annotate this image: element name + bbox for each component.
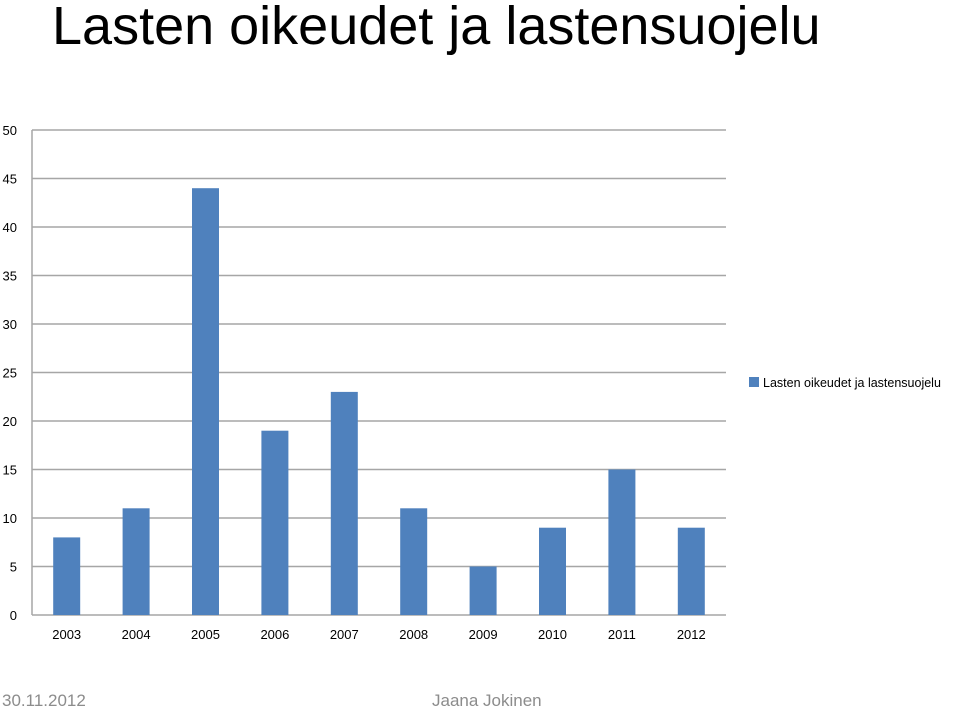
bars	[53, 188, 705, 615]
y-tick-label: 5	[10, 560, 17, 575]
x-tick-label: 2010	[538, 627, 567, 642]
x-tick-label: 2011	[608, 627, 636, 642]
x-tick-label: 2012	[677, 627, 706, 642]
y-tick-label: 10	[3, 511, 17, 526]
x-tick-label: 2007	[330, 627, 359, 642]
y-tick-label: 20	[3, 414, 17, 429]
footer-date: 30.11.2012	[2, 691, 86, 710]
bar-2006	[261, 430, 289, 615]
y-axis-tick-labels: 0 5 10 15 20 25 30 35 40 45 50	[3, 123, 17, 623]
footer-author: Jaana Jokinen	[432, 691, 542, 710]
y-tick-label: 50	[3, 123, 17, 138]
bar-2007	[330, 391, 358, 615]
y-tick-label: 40	[3, 220, 17, 235]
legend-swatch	[749, 377, 759, 387]
y-tick-label: 45	[3, 172, 17, 187]
y-tick-label: 25	[3, 366, 17, 381]
bar-2004	[122, 508, 150, 615]
x-tick-label: 2005	[191, 627, 220, 642]
x-axis-tick-labels: 2003 2004 2005 2006 2007 2008 2009 2010 2011 2012	[52, 627, 706, 642]
y-tick-label: 30	[3, 317, 17, 332]
x-tick-label: 2006	[260, 627, 289, 642]
x-tick-label: 2009	[469, 627, 498, 642]
bar-2009	[469, 566, 497, 615]
slide-title: Lasten oikeudet ja lastensuojelu	[52, 0, 821, 56]
bar-2010	[539, 527, 566, 615]
legend: Lasten oikeudet ja lastensuojelu	[749, 376, 941, 390]
y-tick-label: 0	[10, 608, 17, 623]
legend-label: Lasten oikeudet ja lastensuojelu	[763, 376, 941, 390]
bar-2003	[53, 537, 81, 615]
y-tick-label: 15	[3, 463, 17, 478]
bar-2008	[400, 508, 428, 615]
x-tick-label: 2004	[122, 627, 151, 642]
bar-2005	[192, 188, 219, 615]
x-tick-label: 2003	[52, 627, 81, 642]
bar-2011	[608, 469, 636, 615]
x-tick-label: 2008	[399, 627, 428, 642]
bar-2012	[677, 527, 705, 615]
y-tick-label: 35	[3, 269, 17, 284]
